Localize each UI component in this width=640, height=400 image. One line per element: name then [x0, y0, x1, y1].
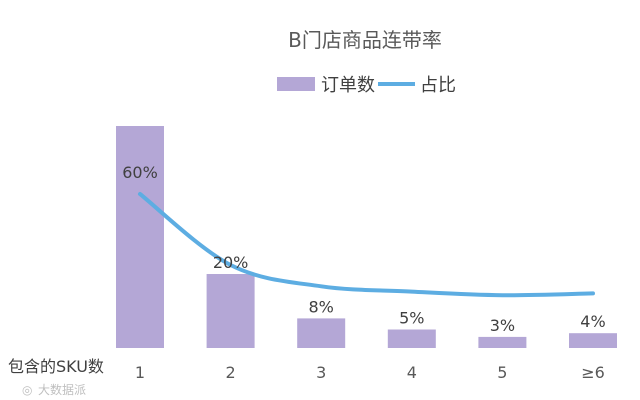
data-label-≥6: 4%	[580, 312, 605, 331]
watermark-icon: ◎	[22, 383, 32, 397]
bar-3	[297, 318, 346, 348]
data-labels: 60% 20% 8% 5% 3% 4%	[122, 163, 605, 335]
x-axis-title: 包含的SKU数	[8, 357, 104, 376]
data-label-4: 5%	[399, 309, 424, 328]
bar-4	[387, 329, 436, 348]
x-tick-2: 2	[226, 363, 236, 382]
x-tick-≥6: ≥6	[581, 363, 605, 382]
legend: 订单数 占比	[277, 75, 456, 96]
x-tick-3: 3	[316, 363, 326, 382]
x-tick-5: 5	[497, 363, 507, 382]
data-label-1: 60%	[122, 163, 158, 182]
data-label-2: 20%	[213, 253, 249, 272]
legend-swatch-bar	[277, 77, 315, 91]
watermark-text: 大数据派	[38, 382, 86, 397]
data-label-3: 8%	[309, 297, 334, 316]
line-series	[138, 192, 595, 298]
x-tick-4: 4	[407, 363, 417, 382]
bar-series	[116, 126, 617, 348]
chart-title: B门店商品连带率	[288, 28, 442, 52]
x-tick-1: 1	[135, 363, 145, 382]
bar-1	[116, 126, 164, 348]
bar-5	[478, 336, 527, 348]
legend-label-line: 占比	[420, 75, 456, 96]
x-axis-ticks: 1 2 3 4 5 ≥6	[135, 363, 605, 382]
bar-2	[206, 274, 255, 348]
data-label-5: 3%	[490, 316, 515, 335]
legend-label-bar: 订单数	[321, 75, 375, 96]
bar-≥6	[569, 333, 617, 348]
watermark: ◎ 大数据派	[22, 382, 86, 397]
